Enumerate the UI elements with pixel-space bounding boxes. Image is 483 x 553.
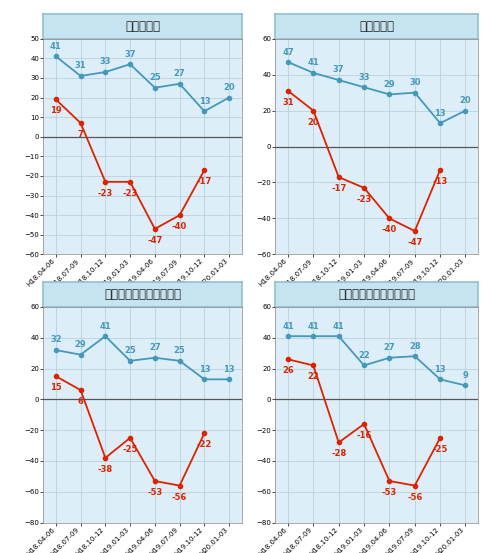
Text: 総受注金額: 総受注金額: [359, 20, 394, 33]
Text: 31: 31: [282, 98, 294, 107]
Text: -56: -56: [407, 493, 423, 502]
Text: -53: -53: [147, 488, 162, 497]
Text: 41: 41: [282, 322, 294, 331]
Text: -53: -53: [382, 488, 397, 497]
Text: -22: -22: [197, 440, 212, 449]
Text: 25: 25: [174, 346, 185, 355]
Text: -47: -47: [147, 236, 162, 245]
Text: -40: -40: [172, 222, 187, 231]
Text: 41: 41: [308, 58, 319, 67]
Text: 27: 27: [384, 343, 395, 352]
Text: 27: 27: [149, 343, 161, 352]
Text: 28: 28: [409, 342, 421, 351]
Text: -56: -56: [172, 493, 187, 502]
Text: 22: 22: [308, 372, 319, 382]
Text: 33: 33: [358, 72, 370, 82]
Text: -23: -23: [98, 189, 113, 198]
Text: 22: 22: [358, 351, 370, 360]
Text: 7: 7: [78, 130, 84, 139]
Text: 戸建て注文住宅受注戸数: 戸建て注文住宅受注戸数: [104, 288, 181, 301]
Text: -40: -40: [382, 226, 397, 234]
Text: 13: 13: [434, 108, 446, 118]
Text: 27: 27: [174, 69, 185, 78]
Text: -25: -25: [122, 445, 138, 454]
Text: 13: 13: [199, 365, 210, 374]
Text: -23: -23: [356, 195, 372, 204]
Text: 13: 13: [199, 97, 210, 106]
Text: 31: 31: [75, 61, 86, 70]
Text: -28: -28: [331, 450, 346, 458]
Text: 戸建て注文住宅受注金額: 戸建て注文住宅受注金額: [338, 288, 415, 301]
Text: 41: 41: [50, 42, 62, 51]
Text: -17: -17: [331, 184, 346, 193]
Text: 32: 32: [50, 336, 62, 345]
Text: 29: 29: [75, 340, 86, 349]
Text: 25: 25: [149, 73, 161, 82]
Text: 37: 37: [124, 50, 136, 59]
Text: -47: -47: [407, 238, 423, 247]
Text: 19: 19: [50, 106, 62, 116]
Text: -25: -25: [432, 445, 448, 454]
Text: 13: 13: [223, 365, 235, 374]
Text: 9: 9: [463, 371, 469, 380]
Text: 29: 29: [384, 80, 395, 89]
Text: 総受注戸数: 総受注戸数: [125, 20, 160, 33]
Text: 20: 20: [460, 96, 471, 105]
Text: 33: 33: [99, 58, 111, 66]
Text: -17: -17: [197, 177, 212, 186]
Text: -23: -23: [123, 189, 138, 198]
Text: 26: 26: [282, 366, 294, 375]
Text: 41: 41: [333, 322, 344, 331]
Text: 20: 20: [223, 83, 235, 92]
Text: 37: 37: [333, 65, 344, 75]
Text: 13: 13: [434, 365, 446, 374]
Text: 20: 20: [308, 118, 319, 127]
Text: -16: -16: [356, 431, 372, 440]
Text: 41: 41: [99, 322, 111, 331]
Text: 25: 25: [124, 346, 136, 355]
Text: 6: 6: [78, 397, 84, 406]
Text: 41: 41: [308, 322, 319, 331]
Text: 47: 47: [282, 48, 294, 56]
Text: 15: 15: [50, 383, 62, 392]
Text: 30: 30: [409, 78, 421, 87]
Text: -13: -13: [432, 177, 448, 186]
Text: -38: -38: [98, 465, 113, 474]
